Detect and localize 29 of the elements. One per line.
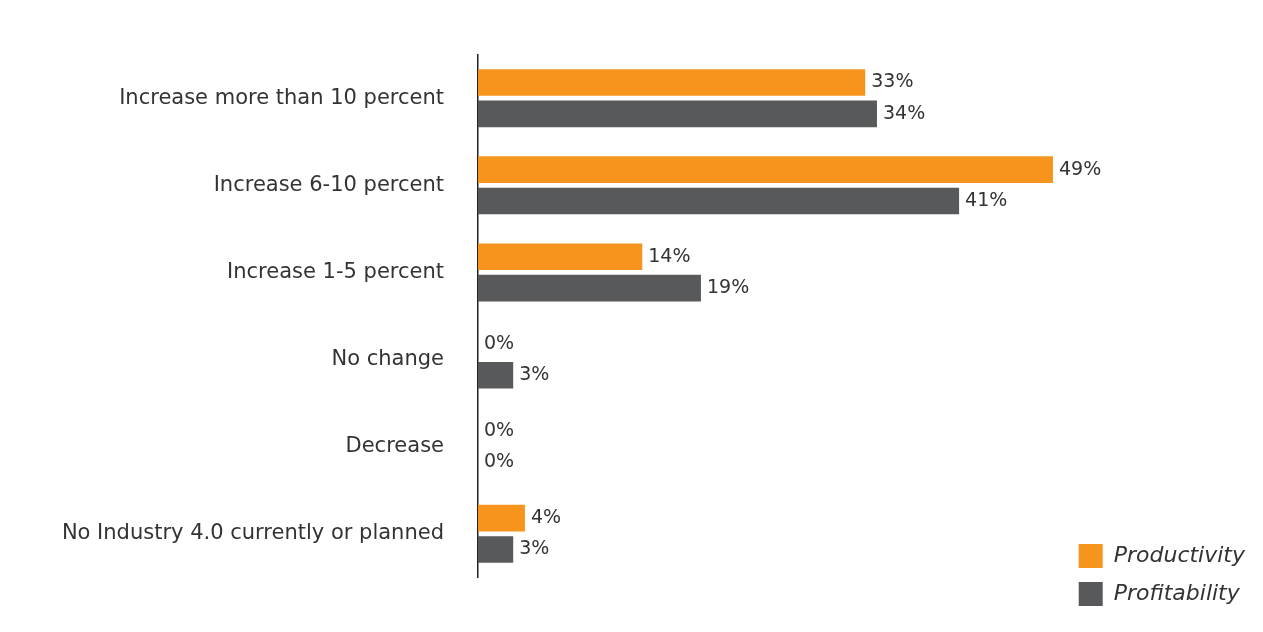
data-label: 14% xyxy=(648,243,691,266)
data-label: 3% xyxy=(519,536,550,559)
data-label: 33% xyxy=(871,69,914,92)
bar xyxy=(478,100,877,128)
y-tick-label: Increase 6-10 percent xyxy=(213,171,444,196)
bar xyxy=(478,504,525,532)
bar xyxy=(478,187,960,215)
data-label: 4% xyxy=(530,505,562,528)
data-label: 3% xyxy=(519,362,550,385)
bar xyxy=(478,69,866,96)
y-tick-label: Increase more than 10 percent xyxy=(119,84,444,109)
bar xyxy=(478,156,1053,183)
y-tick-label: No Industry 4.0 currently or planned xyxy=(61,520,444,545)
legend-label: Profitability xyxy=(1113,579,1241,605)
bar xyxy=(478,243,643,271)
data-label: 34% xyxy=(882,100,926,123)
bar xyxy=(478,361,514,389)
y-tick-label: No change xyxy=(331,346,444,371)
bar xyxy=(478,274,701,302)
data-label: 0% xyxy=(484,449,515,472)
y-tick-label: Decrease xyxy=(345,433,444,458)
bar xyxy=(478,536,514,563)
data-label: 49% xyxy=(1058,156,1102,179)
data-label: 0% xyxy=(484,330,515,353)
y-tick-label: Increase 1-5 percent xyxy=(227,258,444,283)
data-label: 41% xyxy=(965,187,1008,210)
legend-label: Productivity xyxy=(1113,541,1246,567)
data-label: 19% xyxy=(706,275,750,298)
data-label: 0% xyxy=(484,417,515,440)
